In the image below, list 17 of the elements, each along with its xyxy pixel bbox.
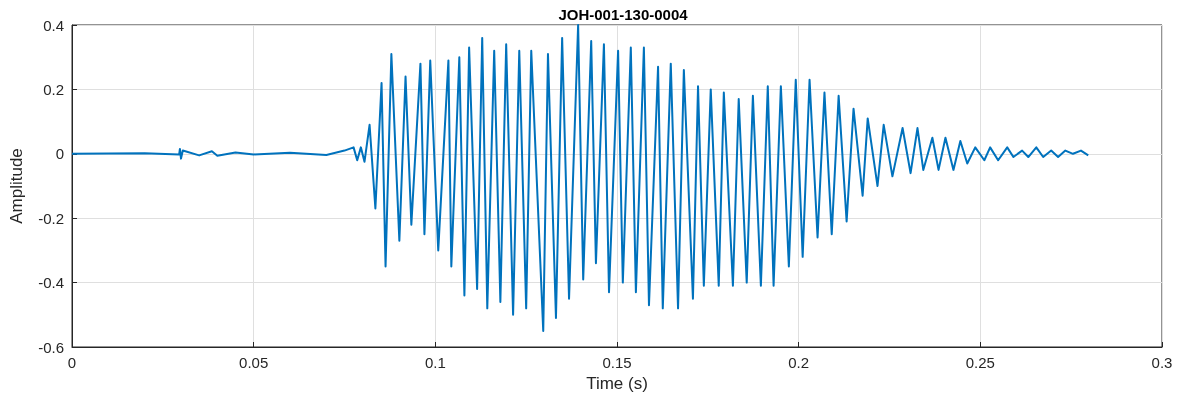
y-tick-label: -0.4 xyxy=(38,274,64,292)
x-axis-title: Time (s) xyxy=(586,374,648,393)
x-tick-label: 0.2 xyxy=(788,354,810,371)
y-tick-label: 0.2 xyxy=(43,80,64,98)
x-tick-label: 0.3 xyxy=(1151,354,1173,371)
x-tick-label: 0 xyxy=(67,354,77,371)
y-tick-label: 0 xyxy=(55,145,64,163)
x-tick-label: 0.05 xyxy=(239,354,269,371)
chart-title: JOH-001-130-0004 xyxy=(558,6,689,23)
y-tick-label: -0.2 xyxy=(38,209,64,227)
x-tick-label: 0.15 xyxy=(602,354,632,371)
x-tick-label: 0.1 xyxy=(424,354,446,371)
x-tick-label: 0.25 xyxy=(965,354,995,371)
y-tick-label: 0.4 xyxy=(43,16,64,34)
line-series xyxy=(71,24,1090,332)
y-axis-title: Amplitude xyxy=(7,148,26,224)
y-tick-label: -0.6 xyxy=(38,338,64,356)
